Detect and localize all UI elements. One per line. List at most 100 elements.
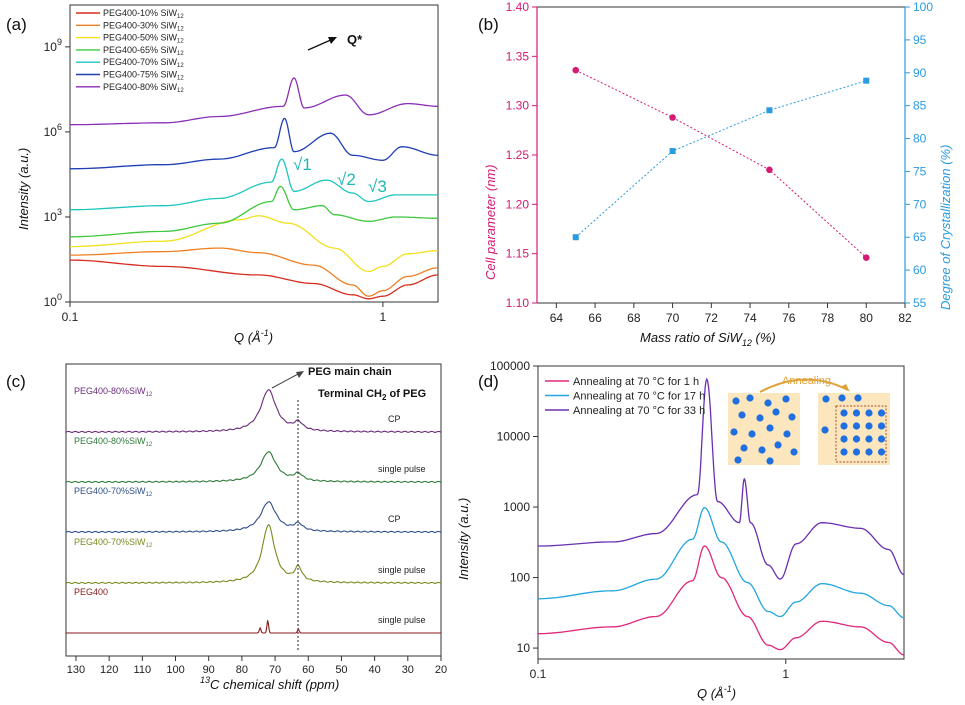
inset-disordered-dot — [774, 441, 782, 449]
inset-disordered-dot — [790, 448, 798, 456]
panel-d-series-line — [537, 545, 905, 656]
panel-c-x-tick-label: 100 — [166, 664, 184, 676]
panel-c-labels: PEG400-80%SiW12 CP PEG400-80%SiW12 single p… — [74, 386, 426, 625]
root2-label: √2 — [337, 170, 356, 189]
nmr-spectrum-line — [65, 501, 442, 533]
crystallization-line — [575, 80, 867, 238]
panel-c-x-tick-label: 30 — [402, 664, 414, 676]
panel-d-frame — [537, 365, 905, 660]
panel-a-series-line — [69, 77, 438, 126]
inset-ordered-dot — [865, 448, 873, 456]
panel-d-legend-label: Annealing at 70 °C for 17 h — [573, 391, 705, 403]
panel-b-y-left-tick-label: 1.20 — [506, 197, 530, 211]
panel-b-y-right-tick-label: 60 — [913, 263, 927, 277]
nmr-method-label: single pulse — [378, 615, 426, 625]
panel-c-x-tick-label: 110 — [134, 664, 152, 676]
nmr-spectrum-line — [65, 389, 442, 433]
panel-d-legend-label: Annealing at 70 °C for 1 h — [573, 376, 699, 388]
inset-ordered-dot — [840, 448, 848, 456]
panel-b-y-right-tick-label: 70 — [913, 197, 927, 211]
nmr-method-label: single pulse — [378, 464, 426, 474]
panel-a-series-line — [69, 215, 439, 273]
nmr-spectrum-label: PEG400-80%SiW12 — [74, 386, 153, 398]
panel-b-y-right-tick-label: 65 — [913, 230, 927, 244]
inset-lattice-outline — [835, 405, 887, 463]
terminal-ch2-label: Terminal CH2 of PEG — [318, 388, 426, 402]
nmr-method-label: CP — [388, 514, 401, 524]
qstar-arrowhead — [328, 37, 337, 44]
panel-a-legend-label: PEG400-50% SiW12 — [103, 33, 184, 45]
panel-b-y-left-tick-label: 1.10 — [506, 296, 530, 310]
panel-c-ticks: 130 120 110 100 90 80 70 60 50 40 30 20 — [67, 656, 447, 676]
panel-b-y-left-tick-label: 1.40 — [506, 0, 530, 14]
panel-b-x-tick-label: 74 — [743, 311, 757, 325]
inset-ordered-dot — [877, 422, 886, 430]
cell-parameter-point — [766, 166, 773, 174]
panel-a-x-tick-label: 1 — [380, 310, 387, 324]
inset-ordered-dot — [852, 422, 861, 430]
panel-a-legend-label: PEG400-30% SiW12 — [103, 20, 184, 32]
inset-ordered-dot — [865, 409, 873, 417]
inset-ordered-dot — [854, 394, 862, 402]
panel-b-x-tick-label: 70 — [666, 311, 680, 325]
nmr-spectrum-line — [65, 524, 442, 584]
panel-c-x-tick-label: 70 — [269, 664, 281, 676]
inset-ordered-dot — [877, 448, 886, 456]
panel-a-y-tick-label: 106 — [44, 122, 62, 139]
panel-b-x-tick-label: 66 — [588, 311, 602, 325]
inset-disordered-dot — [758, 446, 766, 454]
panel-b-y-left-tick-label: 1.15 — [506, 247, 530, 261]
panel-c: (c) 130 120 110 100 90 80 70 60 50 40 30 20 PEG mai… — [6, 363, 447, 692]
crystallization-point — [863, 77, 870, 84]
panel-b: (b) 64 66 68 70 72 74 76 78 80 82 1.10 1.15 1.20 1.25… — [478, 0, 953, 348]
inset-disordered-dot — [738, 411, 746, 419]
panel-c-frame — [65, 363, 442, 657]
inset-disordered-dot — [746, 394, 754, 402]
panel-a-frame — [69, 4, 439, 303]
panel-d-y-tick-label: 10 — [517, 641, 531, 655]
inset-disordered-dot — [748, 430, 756, 438]
panel-c-curves — [65, 389, 442, 634]
panel-c-xlabel: 13C chemical shift (ppm) — [200, 675, 339, 692]
root1-label: √1 — [293, 155, 312, 174]
inset-ordered-dot — [838, 394, 846, 402]
cell-parameter-point — [862, 254, 870, 261]
nmr-spectrum-line — [65, 451, 442, 483]
panel-c-x-tick-label: 20 — [435, 664, 447, 676]
crystallization-point — [766, 107, 773, 114]
crystallization-point — [669, 148, 676, 155]
panel-b-ticks: 64 66 68 70 72 74 76 78 80 82 1.10 1.15 1.20 1.25 1.30… — [506, 0, 934, 325]
panel-c-x-tick-label: 120 — [100, 664, 118, 676]
peg-main-arrowhead — [296, 371, 304, 378]
panel-b-x-tick-label: 82 — [898, 311, 912, 325]
panel-a-label: (a) — [6, 15, 27, 34]
panel-a-ylabel: Intensity (a.u.) — [16, 148, 31, 230]
cell-parameter-point — [669, 114, 676, 121]
panel-b-x-tick-label: 68 — [627, 311, 641, 325]
panel-b-y-right-tick-label: 80 — [913, 132, 927, 146]
annealing-arrow — [759, 378, 849, 393]
panel-c-x-tick-label: 40 — [369, 664, 381, 676]
panel-a-series-line — [69, 259, 439, 300]
panel-a-legend-label: PEG400-70% SiW12 — [103, 57, 184, 69]
panel-b-x-tick-label: 78 — [821, 311, 835, 325]
panel-d-xlabel: Q (Å-1) — [697, 684, 736, 701]
panel-c-x-tick-label: 50 — [335, 664, 347, 676]
panel-d-label: (d) — [478, 372, 499, 391]
panel-b-x-tick-label: 64 — [550, 311, 564, 325]
panel-d-legend-label: Annealing at 70 °C for 33 h — [573, 405, 705, 417]
panel-b-y-right-tick-label: 75 — [913, 164, 927, 178]
panel-b-x-tick-label: 80 — [860, 311, 874, 325]
panel-b-x-tick-label: 72 — [705, 311, 719, 325]
panel-b-y-left-tick-label: 1.25 — [506, 148, 530, 162]
panel-b-xlabel: Mass ratio of SiW12 (%) — [640, 330, 776, 348]
cell-parameter-point — [572, 66, 580, 74]
panel-b-y-right-tick-label: 100 — [913, 0, 933, 14]
panel-d-legend: Annealing at 70 °C for 1 h Annealing at 7… — [545, 376, 705, 417]
panel-d-y-tick-label: 100 — [510, 571, 530, 585]
panel-b-y-right-tick-label: 85 — [913, 99, 927, 113]
panel-a-legend-label: PEG400-80% SiW12 — [103, 82, 184, 94]
panel-b-y-right-tick-label: 95 — [913, 33, 927, 47]
inset-disordered-dot — [740, 444, 748, 452]
